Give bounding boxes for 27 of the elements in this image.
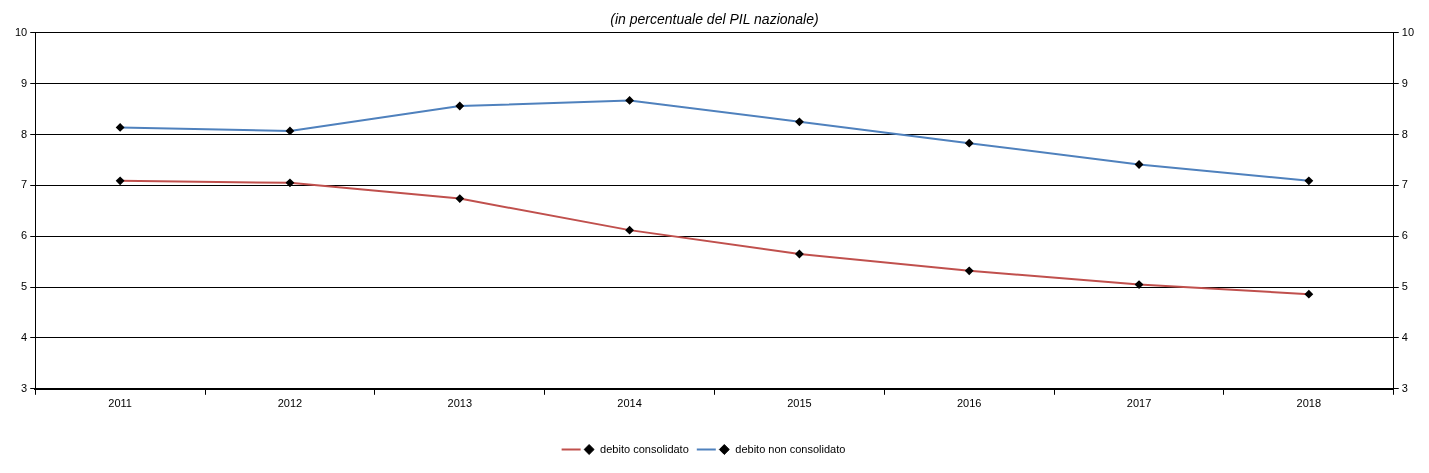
y-tick-label: 8 [21, 127, 28, 140]
y2-tick-label: 6 [1401, 229, 1408, 242]
x-tick-label: 2013 [447, 397, 473, 410]
y-tick-label: 5 [21, 280, 28, 293]
x-tick-label: 2014 [617, 397, 642, 410]
y2-tick-label: 4 [1401, 330, 1408, 343]
y-tick-label: 10 [14, 25, 28, 38]
y-tick-label: 6 [21, 229, 28, 242]
y2-tick-label: 7 [1401, 178, 1408, 191]
x-tick-label: 2012 [277, 397, 303, 410]
y-tick-label: 9 [21, 76, 28, 89]
x-tick-label: 2018 [1296, 397, 1322, 410]
legend-label: debito non consolidato [735, 442, 846, 455]
y2-tick-label: 5 [1401, 280, 1408, 293]
x-tick-label: 2015 [787, 397, 812, 410]
y-tick-label: 7 [21, 178, 28, 191]
x-tick-label: 2016 [956, 397, 982, 410]
x-tick-label: 2017 [1126, 397, 1152, 410]
y-tick-label: 3 [21, 381, 28, 394]
y2-tick-label: 8 [1401, 127, 1408, 140]
y2-tick-label: 3 [1401, 381, 1408, 394]
chart-subtitle: (in percentuale del PIL nazionale) [610, 11, 819, 28]
legend-label: debito consolidato [600, 442, 689, 455]
y-tick-label: 4 [21, 330, 28, 343]
y2-tick-label: 10 [1401, 25, 1415, 38]
x-tick-label: 2011 [108, 397, 132, 410]
y2-tick-label: 9 [1401, 76, 1408, 89]
